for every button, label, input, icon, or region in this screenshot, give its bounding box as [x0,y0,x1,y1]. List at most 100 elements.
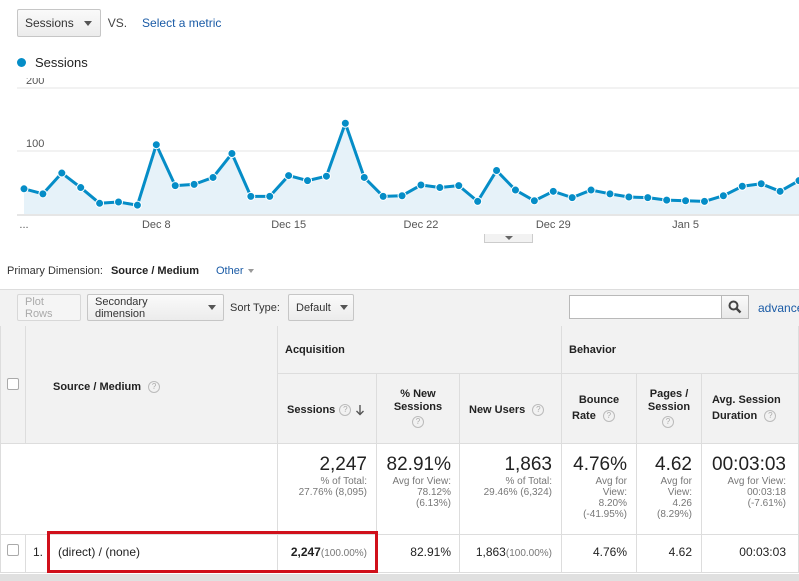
data-point [246,191,256,201]
row-duration-cell: 00:03:03 [702,535,799,573]
x-tick-label: Dec 15 [271,219,306,231]
totals-duration-sub: (-7.61%) [747,498,786,509]
totals-sessions: 2,247 [319,454,367,475]
help-icon[interactable]: ? [339,404,352,416]
select-metric-link[interactable]: Select a metric [142,16,222,30]
data-point [586,185,596,195]
totals-duration-cell: 00:03:03 Avg for View: 00:03:18 (-7.61%) [702,444,799,535]
data-point [321,171,331,181]
data-point [265,191,275,201]
x-tick-label: Dec 22 [404,219,439,231]
totals-sessions-sub: 27.76% (8,095) [298,487,367,498]
data-point [473,196,483,206]
row-new-users: 1,863 [475,545,506,559]
row-sessions: 2,247 [290,545,321,559]
chevron-down-icon [83,20,92,26]
x-tick-label: Dec 29 [536,219,571,231]
legend-dot-icon [17,58,26,67]
metric-dropdown[interactable]: Sessions [17,9,101,37]
data-point [737,181,747,191]
other-label: Other [216,265,244,277]
totals-sessions-cell: 2,247 % of Total: 27.76% (8,095) [278,444,377,535]
acquisition-group-header: Acquisition [278,326,562,374]
help-icon[interactable]: ? [764,410,777,423]
row-pct-new: 82.91% [410,545,451,559]
help-icon[interactable]: ? [602,410,615,423]
data-point [95,198,105,208]
primary-dimension-source-medium[interactable]: Source / Medium [110,265,199,277]
totals-pct-new-sub: 78.12% [417,487,451,498]
sort-descending-icon [356,405,365,416]
row-dimension-link[interactable]: (direct) / (none) [58,545,141,559]
pct-new-sessions-header[interactable]: % New Sessions ? [377,374,460,444]
totals-pct-new-cell: 82.91% Avg for View: 78.12% (6.13%) [377,444,460,535]
data-point [435,183,445,193]
data-point [38,189,48,199]
totals-duration-sub: 00:03:18 [747,487,786,498]
data-point [170,181,180,191]
pages-session-header[interactable]: Pages / Session ? [637,374,702,444]
totals-new-users: 1,863 [504,454,552,475]
data-point [624,192,634,202]
vs-label: VS. [107,16,128,30]
chevron-down-icon [247,269,254,273]
data-point [662,195,672,205]
metric-dropdown-label: Sessions [25,16,74,30]
advanced-filter-link[interactable]: advanced [758,301,799,315]
data-point [492,166,502,176]
data-point [151,140,161,150]
help-icon[interactable]: ? [662,416,674,428]
secondary-dimension-dropdown[interactable]: Secondary dimension [87,294,224,321]
bounce-rate-header[interactable]: Bounce Rate ? [562,374,637,444]
chevron-down-icon [208,305,216,310]
row-new-users-pct: (100.00%) [505,548,552,559]
chevron-down-icon [339,305,348,310]
select-all-checkbox[interactable] [7,378,19,390]
data-point [19,184,29,194]
row-duration: 00:03:03 [739,545,786,559]
sessions-chart[interactable]: 100 200... Dec 8 Dec 15 Dec 22 Dec 29 Jan 5 [0,78,799,234]
bottom-scrollbar[interactable] [0,574,799,581]
data-point [227,149,237,159]
data-point [454,181,464,191]
row-checkbox[interactable] [7,544,19,556]
help-icon[interactable]: ? [412,416,424,428]
row-checkbox-cell [0,535,26,573]
avg-session-label-2: Duration [712,410,758,422]
data-point [208,172,218,182]
pages-session-label: Pages / Session [647,388,691,413]
row-pages: 4.62 [668,545,692,559]
data-point [416,180,426,190]
sort-type-dropdown[interactable]: Default [288,294,354,321]
totals-pages: 4.62 [655,454,692,475]
chart-collapse-toggle[interactable] [484,234,533,243]
y-tick-label: 200 [26,78,44,87]
primary-dimension-other[interactable]: Other [216,265,254,277]
totals-pages-sub: Avg for [660,476,693,487]
metric-selector-bar: Sessions VS. Select a metric [17,9,221,37]
help-icon[interactable]: ? [532,404,545,417]
totals-duration: 00:03:03 [712,454,786,475]
avg-session-duration-header[interactable]: Avg. Session Duration ? [702,374,799,444]
totals-bounce-cell: 4.76% Avg for View: 8.20% (-41.95%) [562,444,637,535]
data-point [681,196,691,206]
data-point [378,191,388,201]
new-users-header[interactable]: New Users ? [460,374,562,444]
data-point [718,191,728,201]
totals-duration-sub: Avg for View: [727,476,786,487]
data-point [189,179,199,189]
chevron-down-icon [504,236,513,240]
row-pct-new-cell: 82.91% [377,535,460,573]
totals-bounce-sub: View: [602,487,627,498]
sessions-header[interactable]: Sessions ? [278,374,377,444]
search-button[interactable] [721,295,749,319]
plot-rows-button[interactable]: Plot Rows [17,294,81,321]
dimension-header[interactable]: Source / Medium ? [26,326,278,444]
behavior-group-header: Behavior [562,326,799,374]
table-search-input[interactable] [569,295,722,319]
data-point [567,193,577,203]
pct-new-sessions-label: % New Sessions [393,388,443,413]
data-point [643,193,653,203]
totals-new-users-sub: % of Total: [505,476,552,487]
help-icon[interactable]: ? [148,381,161,394]
